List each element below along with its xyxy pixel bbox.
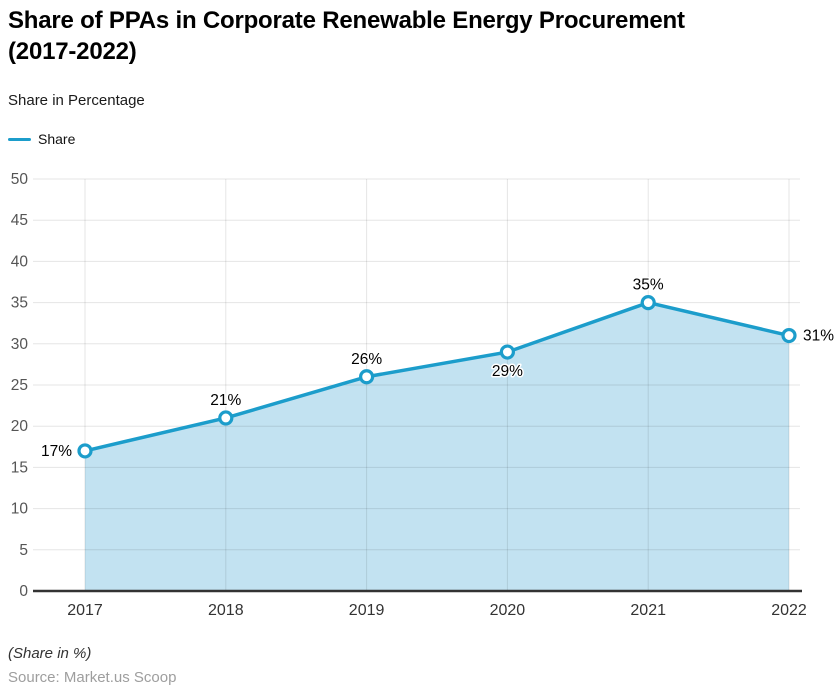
point-label-2022: 31% [803,328,834,345]
data-point-2021[interactable] [640,295,656,311]
point-label-2019: 26% [351,351,382,368]
data-point-2018[interactable] [218,410,234,426]
y-tick-label: 10 [11,501,29,518]
x-tick-label: 2020 [490,602,526,619]
y-tick-label: 30 [11,336,29,353]
legend-line-swatch-icon [8,137,31,141]
chart-source: Source: Market.us Scoop [8,669,177,686]
data-point-2022[interactable] [781,327,797,344]
chart-title-line1: Share of PPAs in Corporate Renewable Ene… [8,7,685,34]
point-label-2017: 17% [41,443,72,460]
y-tick-label: 45 [11,212,28,229]
point-label-2018: 21% [210,392,241,409]
x-tick-label: 2018 [208,602,244,619]
x-tick-label: 2021 [630,602,666,619]
y-tick-label: 20 [11,418,29,435]
chart-title-line2: (2017-2022) [8,38,137,65]
data-point-2017[interactable] [77,443,93,459]
point-label-2021: 35% [633,277,664,294]
legend-item-share[interactable]: Share [8,131,75,147]
y-tick-label: 40 [11,253,29,270]
y-tick-label: 35 [11,295,28,312]
x-tick-label: 2022 [771,602,807,619]
y-tick-label: 50 [11,171,29,188]
y-tick-label: 0 [19,583,28,600]
area-fill [85,302,789,591]
chart-footnote: (Share in %) [8,645,92,662]
legend: Share [8,131,75,147]
y-tick-label: 5 [19,542,28,559]
y-tick-label: 25 [11,377,28,394]
y-tick-label: 15 [11,459,28,476]
legend-label: Share [38,131,76,147]
data-point-2019[interactable] [359,369,375,385]
data-point-2020[interactable] [499,344,515,360]
share-line [83,300,791,453]
chart-title: Share of PPAs in Corporate Renewable Ene… [8,5,836,67]
x-tick-label: 2019 [349,602,385,619]
point-label-2020: 29% [492,363,523,380]
chart-subtitle: Share in Percentage [8,92,145,109]
x-tick-label: 2017 [67,602,103,619]
